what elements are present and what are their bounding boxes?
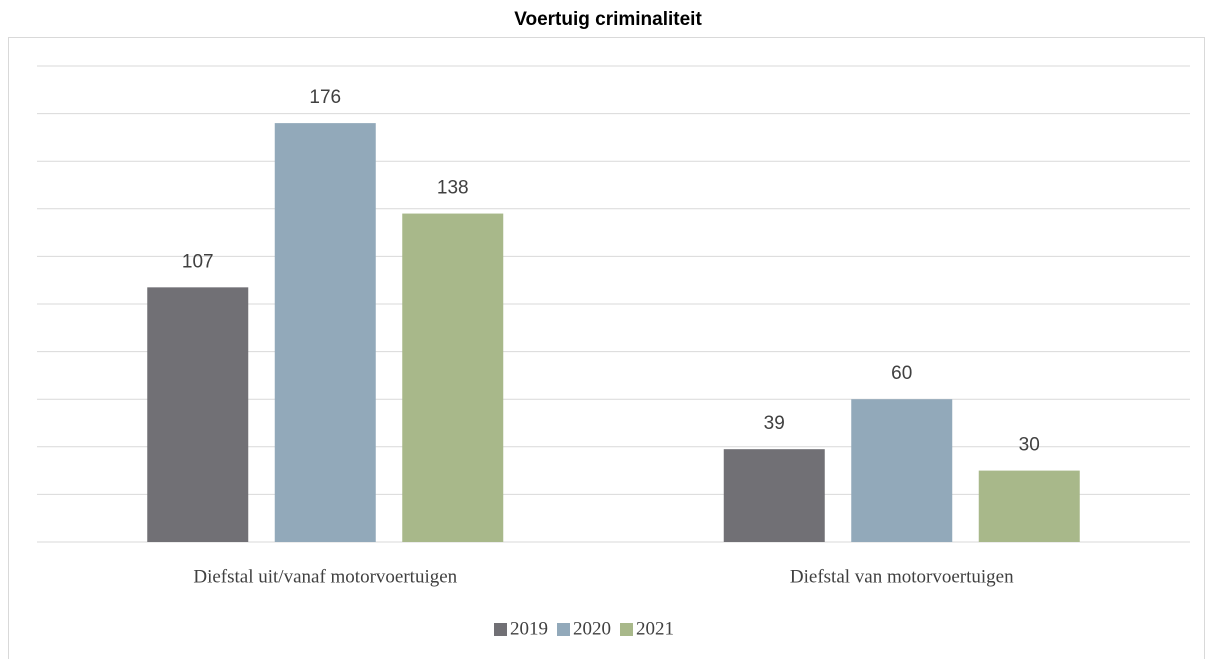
bar — [402, 213, 504, 542]
legend-swatch — [620, 623, 633, 636]
data-label: 39 — [764, 413, 785, 434]
bar — [978, 470, 1080, 542]
x-tick-label: Diefstal van motorvoertuigen — [790, 566, 1014, 587]
legend-swatch — [557, 623, 570, 636]
bar — [147, 287, 249, 542]
chart-border — [8, 37, 1205, 659]
x-tick-label: Diefstal uit/vanaf motorvoertuigen — [193, 566, 457, 587]
data-label: 138 — [437, 178, 469, 199]
data-label: 60 — [891, 363, 912, 384]
bar — [274, 123, 376, 543]
legend-swatch — [494, 623, 507, 636]
data-label: 107 — [182, 251, 214, 272]
chart-title: Voertuig criminaliteit — [514, 9, 702, 30]
bar — [851, 399, 953, 542]
bar — [723, 449, 825, 542]
legend-label: 2021 — [636, 618, 674, 639]
data-label: 176 — [309, 87, 341, 108]
legend-label: 2019 — [510, 618, 548, 639]
legend-label: 2020 — [573, 618, 611, 639]
data-label: 30 — [1019, 435, 1040, 456]
